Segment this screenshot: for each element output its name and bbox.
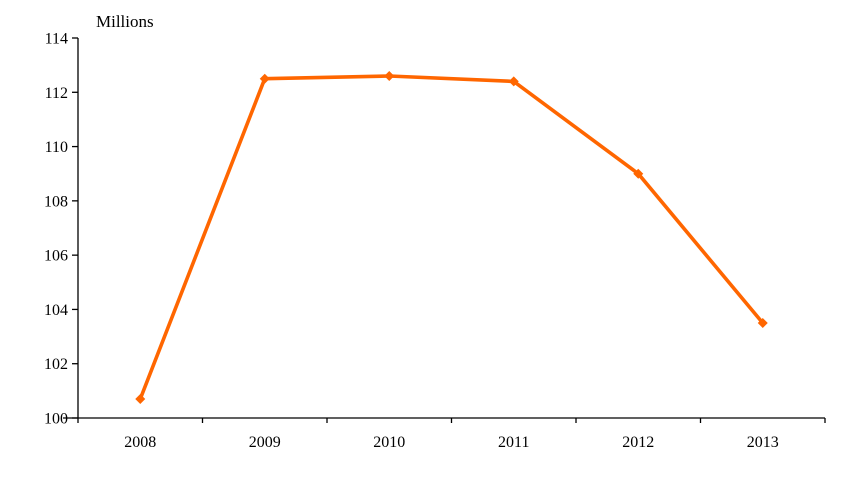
y-tick-label: 108 [44, 193, 68, 210]
y-axis-unit-label: Millions [96, 12, 154, 31]
y-tick-label: 100 [44, 411, 68, 428]
y-tick-label: 114 [45, 31, 68, 48]
x-tick-label: 2009 [249, 434, 281, 451]
y-tick-label: 112 [45, 85, 68, 102]
y-tick-label: 102 [44, 356, 68, 373]
y-tick-label: 106 [44, 248, 68, 265]
y-tick-label: 110 [45, 139, 68, 156]
x-tick-label: 2013 [747, 434, 779, 451]
x-tick-label: 2011 [498, 434, 529, 451]
data-point-marker [259, 73, 270, 84]
data-point-marker [384, 71, 395, 81]
x-tick-label: 2008 [124, 434, 156, 451]
data-point-marker [508, 76, 519, 87]
x-tick-label: 2010 [373, 434, 405, 451]
data-point-marker [135, 394, 146, 404]
data-line [138, 74, 765, 401]
data-point-marker [633, 168, 644, 179]
y-tick-label: 104 [44, 302, 68, 319]
x-tick-label: 2012 [622, 434, 654, 451]
data-point-marker [757, 318, 768, 328]
